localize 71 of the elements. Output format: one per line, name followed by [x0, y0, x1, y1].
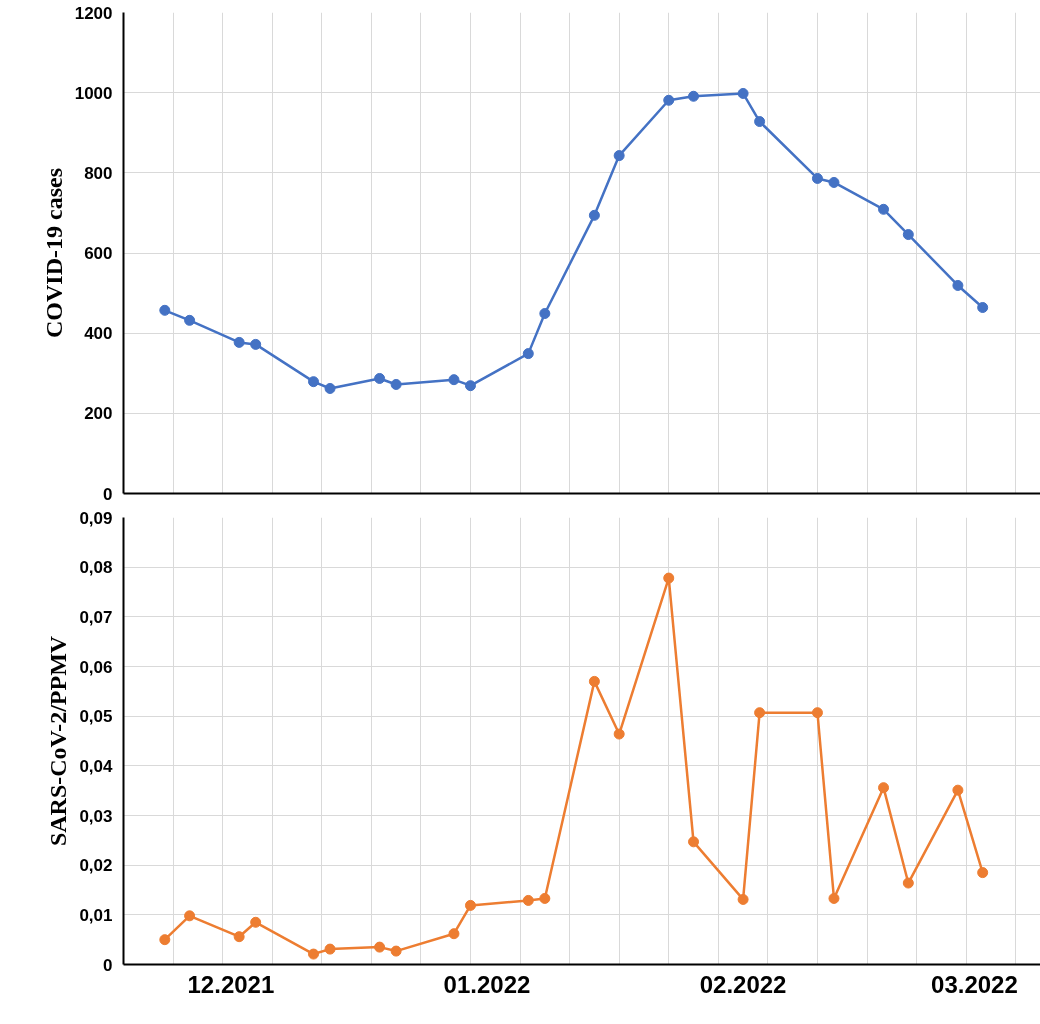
- point: [390, 945, 402, 957]
- point: [233, 336, 245, 348]
- y-tick-label: 0: [103, 484, 113, 504]
- point: [878, 203, 890, 215]
- x-tick-label: 12.2021: [187, 970, 275, 998]
- y-tick-label: 0,05: [79, 707, 113, 727]
- y-tick-label: 1000: [74, 83, 113, 103]
- point: [464, 380, 476, 392]
- point: [977, 867, 989, 879]
- point: [159, 304, 171, 316]
- point: [308, 376, 320, 388]
- point: [588, 675, 600, 687]
- y-tick-label: 1200: [74, 3, 113, 23]
- y-tick-label: 0,08: [79, 558, 113, 578]
- point: [663, 572, 675, 584]
- y-tick-label: 0,02: [79, 856, 113, 876]
- point: [522, 894, 534, 906]
- point: [828, 176, 840, 188]
- point: [324, 943, 336, 955]
- point: [464, 899, 476, 911]
- y-axis-title: SARS-CoV-2/PPMV: [45, 635, 72, 847]
- y-tick-label: 200: [84, 404, 113, 424]
- point: [374, 941, 386, 953]
- point: [737, 87, 749, 99]
- point: [390, 378, 402, 390]
- y-tick-label: 600: [84, 244, 113, 263]
- y-tick-label: 400: [84, 324, 113, 344]
- y-tick-label: 0: [103, 955, 113, 975]
- point: [878, 782, 890, 794]
- y-tick-label: 800: [84, 163, 113, 183]
- point: [811, 707, 823, 719]
- x-tick-label: 03.2022: [931, 970, 1018, 998]
- point: [184, 314, 196, 326]
- point: [902, 229, 914, 241]
- point: [324, 382, 336, 394]
- point: [688, 90, 700, 102]
- point: [613, 728, 625, 740]
- point: [159, 934, 171, 946]
- point: [250, 916, 262, 928]
- x-tick-label: 01.2022: [443, 970, 531, 998]
- point: [448, 928, 460, 940]
- y-axis-title: COVID-19 cases: [40, 168, 67, 338]
- point: [663, 94, 675, 106]
- y-tick-label: 0,01: [79, 905, 113, 925]
- point: [250, 338, 262, 350]
- point: [754, 707, 766, 719]
- point: [688, 836, 700, 848]
- x-tick-label: 02.2022: [699, 970, 787, 998]
- point: [522, 348, 534, 360]
- point: [754, 116, 766, 128]
- point: [828, 892, 840, 904]
- point: [811, 172, 823, 184]
- y-tick-label: 0,09: [79, 508, 113, 528]
- point: [952, 279, 964, 291]
- y-tick-label: 0,03: [79, 806, 113, 826]
- point: [613, 150, 625, 162]
- point: [902, 877, 914, 889]
- y-tick-label: 0,06: [79, 657, 113, 677]
- y-tick-label: 0,07: [79, 607, 113, 627]
- point: [184, 910, 196, 922]
- point: [539, 308, 551, 320]
- point: [539, 892, 551, 904]
- point: [308, 948, 320, 960]
- point: [588, 209, 600, 221]
- point: [374, 372, 386, 384]
- point: [737, 893, 749, 905]
- point: [952, 784, 964, 796]
- y-tick-label: 0,04: [79, 756, 114, 776]
- point: [233, 931, 245, 943]
- point: [977, 302, 989, 313]
- point: [448, 374, 460, 386]
